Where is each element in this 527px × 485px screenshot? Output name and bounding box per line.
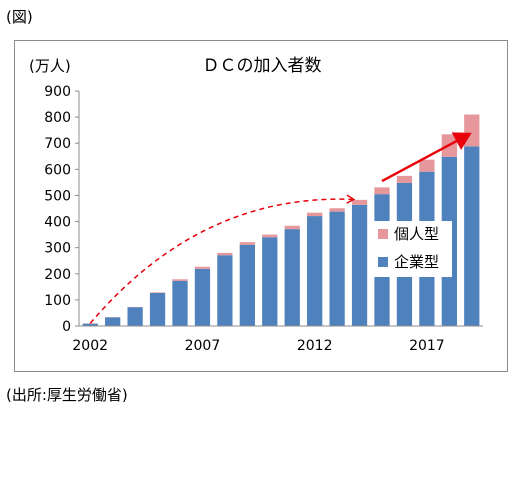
bar-segment-kigyogata <box>351 204 368 326</box>
y-tick-label: 0 <box>62 319 71 335</box>
legend-label: 企業型 <box>394 253 439 271</box>
y-tick-label: 700 <box>44 136 71 152</box>
bar-segment-kojingata <box>464 114 480 147</box>
y-tick-label: 500 <box>44 188 71 204</box>
bar-segment-kigyogata <box>284 229 300 326</box>
chart-svg: ＤＣの加入者数 (万人) 0 100 200 300 400 500 600 700 800 900 2… <box>29 56 483 354</box>
legend-swatch <box>378 229 388 239</box>
growth-trend-solid-arrow <box>381 132 472 183</box>
bar-segment-kigyogata <box>239 244 255 326</box>
bar-segment-kojingata <box>307 212 323 217</box>
bar-segment-kojingata <box>194 266 211 269</box>
bar-segment-kojingata <box>239 242 255 245</box>
bar-segment-kigyogata <box>127 307 143 326</box>
y-tick-label: 600 <box>44 162 71 178</box>
bar-segment-kojingata <box>284 225 300 230</box>
bar-segment-kigyogata <box>82 323 98 326</box>
x-tick-label: 2012 <box>297 338 333 354</box>
bar-segment-kojingata <box>217 252 233 256</box>
y-tick-label: 800 <box>44 110 71 126</box>
bar-segment-kojingata <box>262 234 278 238</box>
x-tick-label: 2017 <box>409 338 445 354</box>
bar-segment-kigyogata <box>262 237 278 326</box>
bar-segment-kojingata <box>149 292 166 293</box>
bar-segment-kigyogata <box>105 317 121 326</box>
bar-segment-kojingata <box>329 208 345 212</box>
bar-segment-kigyogata <box>149 292 166 326</box>
x-tick-label: 2007 <box>185 338 221 354</box>
figure-label: (図) <box>6 8 33 26</box>
y-tick-label: 100 <box>44 293 71 309</box>
bar-segment-kojingata <box>419 159 435 172</box>
y-tick-label: 900 <box>44 84 71 100</box>
bar-segment-kigyogata <box>172 280 188 326</box>
x-tick-label: 2002 <box>72 338 108 354</box>
bar-segment-kigyogata <box>329 211 345 326</box>
legend-label: 個人型 <box>394 225 439 243</box>
bar-segment-kojingata <box>396 175 413 183</box>
y-tick-label: 400 <box>44 215 71 231</box>
chart-title: ＤＣの加入者数 <box>203 56 322 76</box>
chart-frame: ＤＣの加入者数 (万人) 0 100 200 300 400 500 600 700 800 900 2… <box>14 40 508 372</box>
bar-segment-kigyogata <box>307 216 323 326</box>
source-note: (出所:厚生労働省) <box>6 386 128 404</box>
bar-segment-kojingata <box>172 279 188 281</box>
bar-segment-kigyogata <box>217 255 233 326</box>
y-tick-label: 300 <box>44 241 71 257</box>
y-axis-unit-label: (万人) <box>29 57 71 75</box>
bar-segment-kojingata <box>351 199 368 205</box>
bar-segment-kigyogata <box>464 146 480 326</box>
growth-trend-dashed-arrow <box>89 194 356 324</box>
y-tick-label: 200 <box>44 267 71 283</box>
bar-segment-kojingata <box>374 187 390 195</box>
legend-swatch <box>378 257 388 267</box>
bar-segment-kigyogata <box>194 268 211 326</box>
